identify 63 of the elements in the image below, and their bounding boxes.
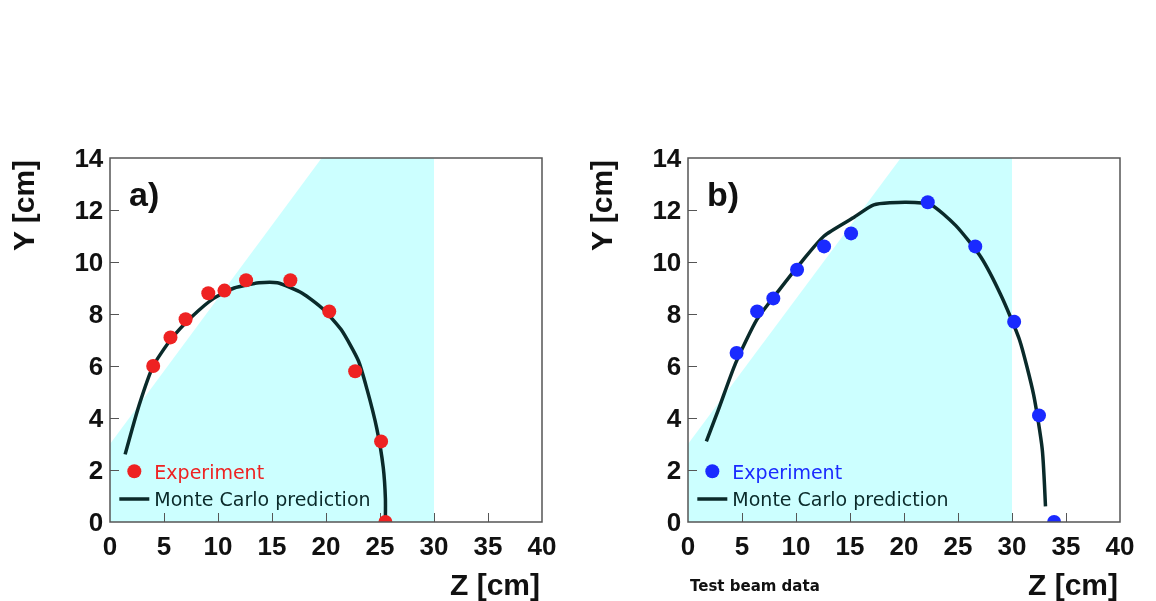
point <box>201 286 216 301</box>
y-tick-label: 6 <box>88 351 104 382</box>
y-tick-label: 8 <box>88 299 104 330</box>
x-tick-label: 40 <box>527 530 557 561</box>
legend-label: Experiment <box>154 460 265 483</box>
x-tick-label: 10 <box>203 530 233 561</box>
point <box>1032 408 1046 423</box>
annotation: b) <box>707 175 740 213</box>
x-tick-label: 5 <box>734 530 750 561</box>
point <box>1007 314 1022 329</box>
text: Test beam data <box>690 577 820 595</box>
x-axis-title: Z [cm] <box>1028 568 1118 601</box>
point <box>750 304 765 319</box>
x-tick-label: 15 <box>835 530 865 561</box>
point <box>844 226 859 241</box>
x-tick-label: 25 <box>365 530 395 561</box>
legend-label: Monte Carlo prediction <box>732 488 949 511</box>
y-tick-label: 10 <box>74 247 104 278</box>
annotation: a) <box>129 175 160 213</box>
y-tick-label: 4 <box>88 403 104 434</box>
point <box>348 364 363 379</box>
point <box>790 262 805 277</box>
point <box>766 291 781 306</box>
point <box>146 359 161 373</box>
y-tick-label: 8 <box>666 299 682 330</box>
x-tick-label: 40 <box>1105 530 1135 561</box>
point <box>322 304 337 319</box>
y-tick-label: 0 <box>666 507 682 538</box>
y-tick-label: 4 <box>666 403 682 434</box>
x-tick-label: 20 <box>311 530 341 561</box>
point <box>817 239 832 254</box>
point <box>239 273 254 288</box>
legend-label: Monte Carlo prediction <box>154 488 371 511</box>
y-tick-label: 6 <box>666 351 682 382</box>
y-tick-label: 0 <box>88 507 104 538</box>
legend-label: Experiment <box>732 460 843 483</box>
point <box>968 239 983 254</box>
point <box>178 312 193 327</box>
x-tick-label: 35 <box>473 530 503 561</box>
x-tick-label: 20 <box>889 530 919 561</box>
point <box>729 346 744 360</box>
y-tick-label: 2 <box>666 455 682 486</box>
x-tick-label: 25 <box>943 530 973 561</box>
point <box>374 434 389 449</box>
y-axis-title: Y [cm] <box>585 159 619 252</box>
y-tick-label: 10 <box>652 247 682 278</box>
x-tick-label: 35 <box>1051 530 1081 561</box>
x-tick-label: 30 <box>997 530 1027 561</box>
y-tick-label: 12 <box>74 195 104 226</box>
point <box>163 330 178 345</box>
x-tick-label: 30 <box>419 530 449 561</box>
x-tick-label: 10 <box>781 530 811 561</box>
point <box>217 283 232 298</box>
y-tick-label: 2 <box>88 455 104 486</box>
y-tick-label: 14 <box>652 143 682 174</box>
point <box>920 195 935 210</box>
point <box>283 273 298 288</box>
x-axis-title: Z [cm] <box>450 568 540 601</box>
y-axis-title: Y [cm] <box>7 159 41 252</box>
x-tick-label: 5 <box>156 530 172 561</box>
y-tick-label: 14 <box>74 143 104 174</box>
x-tick-label: 15 <box>257 530 287 561</box>
y-tick-label: 12 <box>652 195 682 226</box>
